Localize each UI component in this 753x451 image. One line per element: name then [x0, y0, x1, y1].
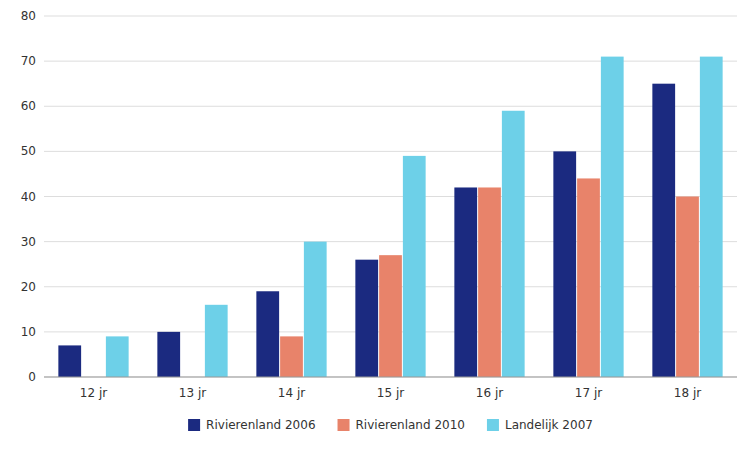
bar — [577, 178, 600, 377]
chart-container: 0 10 20 30 40 50 60 70 80 12 jr 13 jr 14 jr 15 jr 16 … — [0, 0, 753, 451]
bars — [58, 57, 722, 377]
grid — [44, 16, 737, 377]
legend-swatch — [487, 419, 499, 431]
bar — [652, 84, 675, 377]
legend-label: Landelijk 2007 — [505, 418, 593, 432]
bar — [280, 336, 303, 377]
y-tick-label: 80 — [21, 9, 36, 23]
y-tick-label: 10 — [21, 325, 36, 339]
bar — [403, 156, 426, 377]
series-bars — [106, 57, 723, 377]
legend-label: Rivierenland 2010 — [356, 418, 465, 432]
y-tick-label: 60 — [21, 99, 36, 113]
bar — [205, 305, 228, 377]
y-tick-label: 20 — [21, 280, 36, 294]
bar — [58, 345, 81, 377]
y-tick-label: 0 — [28, 370, 36, 384]
bar — [256, 291, 279, 377]
x-tick-label: 14 jr — [278, 386, 305, 400]
x-tick-label: 18 jr — [674, 386, 701, 400]
x-tick-label: 16 jr — [476, 386, 503, 400]
grid-line — [44, 106, 737, 107]
bar — [553, 151, 576, 377]
y-tick-label: 40 — [21, 190, 36, 204]
series-bars — [58, 84, 675, 377]
legend-item: Landelijk 2007 — [487, 418, 593, 432]
x-axis: 12 jr 13 jr 14 jr 15 jr 16 jr 17 jr 18 jr — [44, 377, 737, 400]
bar — [379, 255, 402, 377]
bar — [304, 242, 327, 377]
grid-line — [44, 196, 737, 197]
grid-line — [44, 377, 737, 378]
bar — [106, 336, 129, 377]
x-axis-line — [44, 377, 737, 378]
legend-swatch — [338, 419, 350, 431]
grid-line — [44, 61, 737, 62]
bar — [478, 187, 501, 377]
bar — [355, 260, 378, 377]
legend-swatch — [188, 419, 200, 431]
x-tick-label: 17 jr — [575, 386, 602, 400]
y-tick-label: 30 — [21, 235, 36, 249]
legend-label: Rivierenland 2006 — [206, 418, 315, 432]
bar — [454, 187, 477, 377]
legend-item: Rivierenland 2006 — [188, 418, 315, 432]
grid-line — [44, 151, 737, 152]
grid-line — [44, 16, 737, 17]
bar — [700, 57, 723, 377]
x-tick-label: 12 jr — [80, 386, 107, 400]
bar — [601, 57, 624, 377]
bar — [676, 197, 699, 378]
bar — [157, 332, 180, 377]
legend: Rivierenland 2006 Rivierenland 2010 Landel… — [188, 418, 593, 432]
legend-item: Rivierenland 2010 — [338, 418, 465, 432]
y-axis: 0 10 20 30 40 50 60 70 80 — [21, 9, 36, 384]
bar — [502, 111, 525, 377]
y-tick-label: 50 — [21, 144, 36, 158]
x-tick-label: 13 jr — [179, 386, 206, 400]
x-tick-label: 15 jr — [377, 386, 404, 400]
y-tick-label: 70 — [21, 54, 36, 68]
grid-line — [44, 241, 737, 242]
series-bars — [280, 178, 699, 377]
chart-svg: 0 10 20 30 40 50 60 70 80 12 jr 13 jr 14 jr 15 jr 16 … — [0, 0, 753, 451]
